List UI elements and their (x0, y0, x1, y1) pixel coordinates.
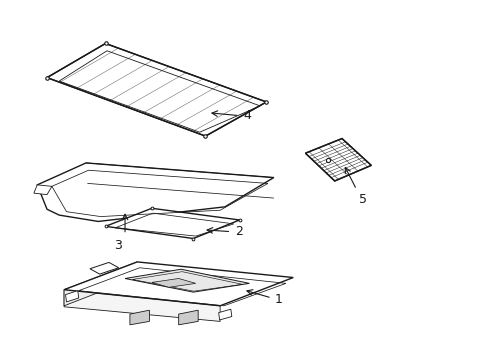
Polygon shape (64, 290, 220, 321)
Text: 5: 5 (358, 193, 366, 206)
Text: 4: 4 (243, 109, 250, 122)
Text: 1: 1 (274, 293, 282, 306)
Polygon shape (34, 185, 52, 195)
Polygon shape (64, 262, 293, 306)
Text: 2: 2 (234, 225, 242, 238)
Polygon shape (125, 269, 249, 292)
Polygon shape (218, 309, 231, 320)
Text: 3: 3 (114, 239, 122, 252)
Polygon shape (178, 310, 198, 325)
Polygon shape (105, 208, 239, 239)
Polygon shape (47, 44, 266, 136)
Polygon shape (90, 262, 119, 274)
Polygon shape (65, 291, 79, 302)
Polygon shape (152, 279, 195, 287)
Polygon shape (130, 310, 149, 325)
Polygon shape (305, 139, 370, 181)
Polygon shape (64, 262, 137, 306)
Polygon shape (37, 163, 273, 221)
